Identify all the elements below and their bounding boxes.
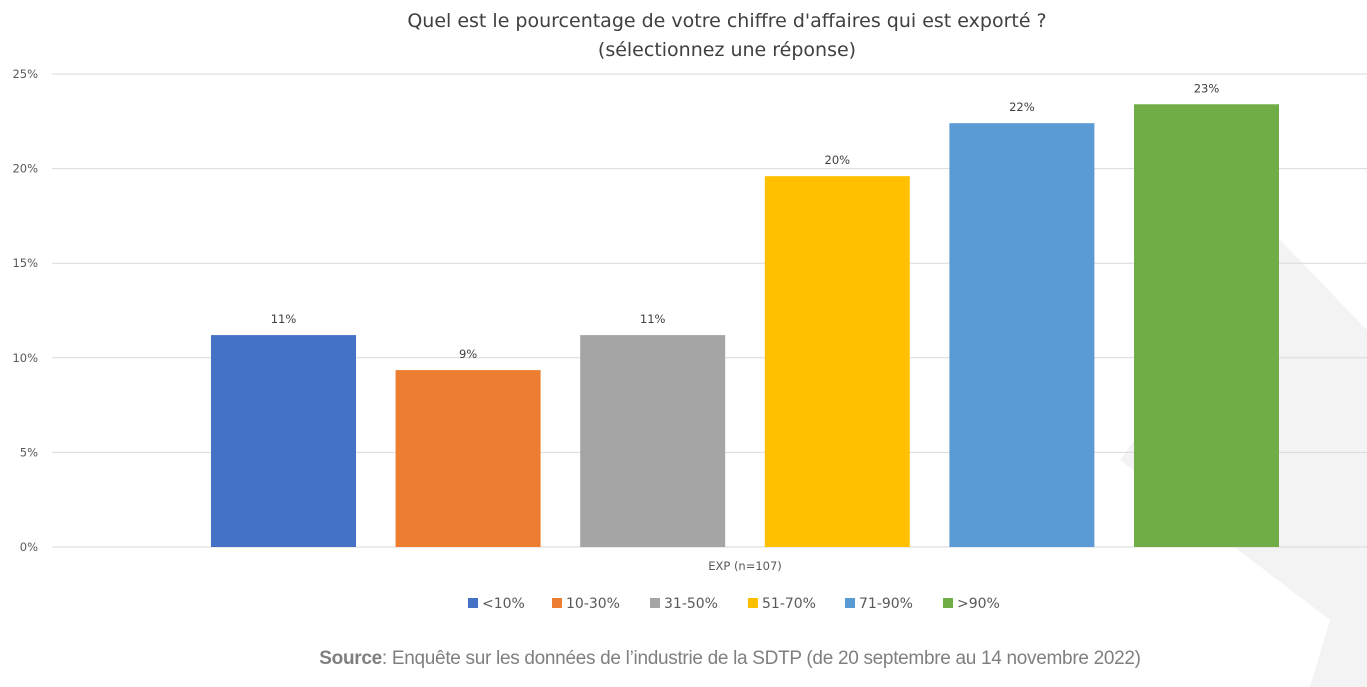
legend: <10% 10-30% 31-50% 51-70% 71-90% >90% [468, 596, 1000, 612]
legend-swatch [845, 598, 855, 608]
bar [1134, 104, 1279, 547]
legend-swatch [468, 598, 478, 608]
legend-item: 51-70% [748, 596, 816, 612]
legend-item: 31-50% [650, 596, 718, 612]
bar [580, 335, 726, 547]
data-label: 20% [825, 153, 851, 167]
y-tick-label: 5% [20, 445, 38, 459]
source-note: Source: Enquête sur les données de l’ind… [0, 648, 1367, 670]
data-label: 11% [271, 312, 297, 326]
legend-swatch [748, 598, 758, 608]
x-axis-label: EXP (n=107) [708, 559, 782, 573]
legend-swatch [552, 598, 562, 608]
bars [211, 104, 1279, 547]
y-tick-label: 25% [12, 67, 38, 81]
bar [764, 176, 910, 547]
legend-item: 10-30% [552, 596, 620, 612]
legend-label: <10% [482, 596, 525, 612]
legend-label: 31-50% [664, 596, 718, 612]
legend-label: 10-30% [566, 596, 620, 612]
y-tick-label: 20% [12, 162, 38, 176]
y-axis-ticks: 0% 5% 10% 15% 20% 25% [12, 67, 38, 554]
legend-item: 71-90% [845, 596, 913, 612]
legend-swatch [650, 598, 660, 608]
data-label: 23% [1194, 81, 1220, 95]
chart-title: Quel est le pourcentage de votre chiffre… [407, 10, 1046, 32]
y-tick-label: 15% [12, 256, 38, 270]
bar [949, 123, 1095, 547]
source-label: Source [319, 648, 382, 669]
bar [211, 335, 356, 547]
data-label: 9% [459, 347, 477, 361]
legend-item: <10% [468, 596, 525, 612]
bar [395, 370, 541, 547]
legend-label: 71-90% [859, 596, 913, 612]
chart-subtitle: (sélectionnez une réponse) [598, 39, 856, 61]
y-tick-label: 0% [20, 540, 38, 554]
y-tick-label: 10% [12, 351, 38, 365]
legend-label: 51-70% [762, 596, 816, 612]
data-labels: 11% 9% 11% 20% 22% 23% [271, 81, 1220, 361]
data-label: 22% [1009, 100, 1035, 114]
legend-label: >90% [957, 596, 1000, 612]
data-label: 11% [640, 312, 666, 326]
source-text: : Enquête sur les données de l’industrie… [381, 648, 1141, 669]
legend-swatch [943, 598, 953, 608]
legend-item: >90% [943, 596, 1000, 612]
